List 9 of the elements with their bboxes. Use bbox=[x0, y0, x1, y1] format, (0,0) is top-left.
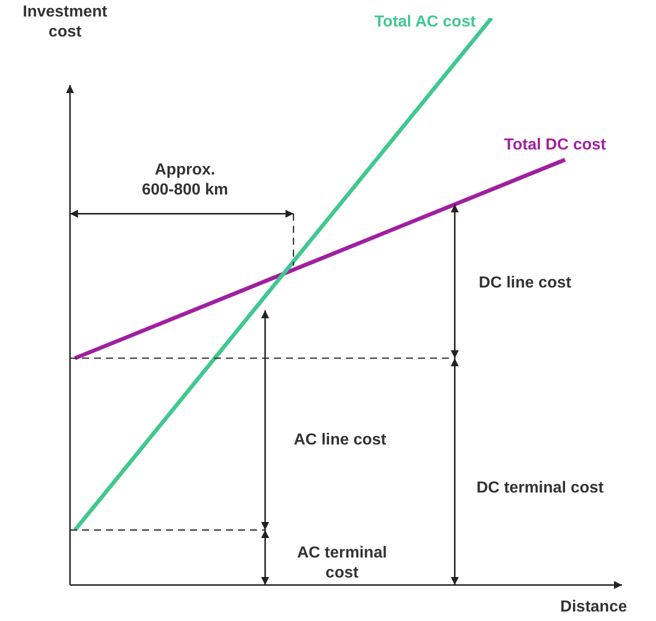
annotation: DC line cost bbox=[478, 274, 572, 292]
series-label: Total AC cost bbox=[374, 13, 476, 30]
series-label: Total DC cost bbox=[504, 136, 607, 154]
annotation: AC terminal cost bbox=[297, 544, 387, 582]
x-axis-title: Distance bbox=[560, 598, 628, 616]
annotation: AC line cost bbox=[294, 431, 387, 448]
annotation: Approx. 600-800 km bbox=[142, 161, 228, 198]
y-axis-title: Investment cost bbox=[22, 3, 108, 40]
annotation: DC terminal cost bbox=[476, 479, 604, 496]
